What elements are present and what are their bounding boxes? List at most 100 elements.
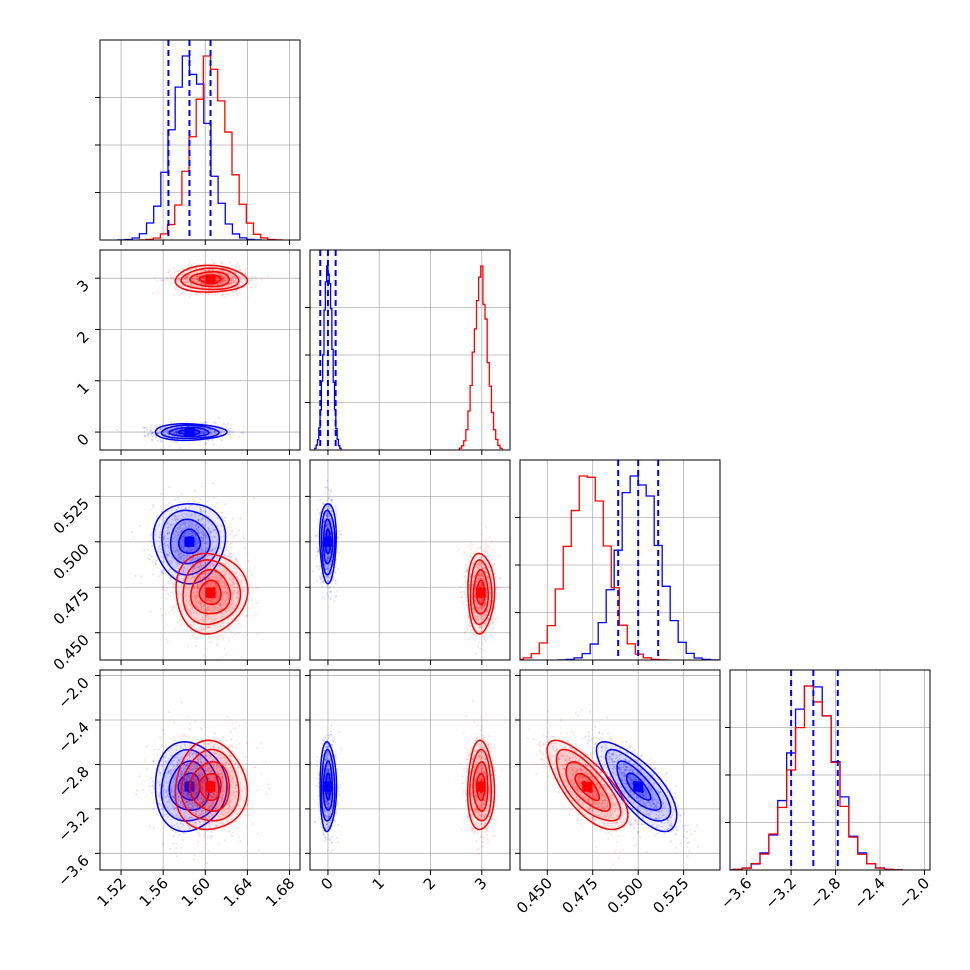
sample-point (203, 524, 206, 527)
sample-point (218, 605, 221, 608)
sample-point (176, 563, 179, 566)
sample-point (228, 605, 231, 608)
sample-point (321, 580, 324, 583)
sample-point (169, 277, 172, 280)
sample-point (163, 560, 166, 563)
sample-point (174, 533, 177, 536)
sample-point (169, 554, 172, 557)
sample-point (190, 530, 193, 533)
sample-point (205, 555, 208, 558)
sample-point (215, 583, 218, 586)
sample-point (220, 576, 223, 579)
sample-point (230, 275, 233, 278)
sample-point (188, 582, 191, 585)
sample-point (221, 282, 224, 285)
sample-point (195, 594, 198, 597)
sample-point (182, 267, 185, 270)
sample-point (194, 276, 197, 279)
sample-point (237, 577, 240, 580)
sample-point (207, 583, 210, 586)
sample-point (200, 602, 203, 605)
sample-point (327, 554, 330, 557)
sample-point (179, 558, 182, 561)
sample-point (207, 292, 210, 295)
sample-point (215, 592, 218, 595)
sample-point (220, 612, 223, 615)
sample-point (202, 432, 205, 435)
sample-point (163, 535, 166, 538)
sample-point (215, 283, 218, 286)
y-tick-label: 2 (73, 328, 92, 347)
sample-point (181, 559, 184, 562)
sample-point (204, 614, 207, 617)
sample-point (224, 516, 227, 519)
sample-point (247, 282, 250, 285)
sample-point (207, 577, 210, 580)
sample-point (231, 597, 234, 600)
sample-point (168, 531, 171, 534)
sample-point (196, 277, 199, 280)
sample-point (237, 622, 240, 625)
sample-point (204, 534, 207, 537)
sample-point (227, 596, 230, 599)
sample-point (326, 524, 329, 527)
sample-point (235, 294, 238, 297)
sample-point (151, 292, 154, 295)
sample-point (162, 431, 165, 434)
sample-point (230, 579, 233, 582)
sample-point (209, 284, 212, 287)
sample-point (196, 584, 199, 587)
sample-point (223, 615, 226, 618)
sample-point (179, 556, 182, 559)
sample-point (184, 531, 187, 534)
sample-point (229, 533, 232, 536)
sample-point (221, 278, 224, 281)
sample-point (230, 625, 233, 628)
sample-point (201, 517, 204, 520)
sample-point (225, 546, 228, 549)
sample-point (194, 596, 197, 599)
sample-point (206, 625, 209, 628)
sample-point (217, 283, 220, 286)
sample-point (172, 431, 175, 434)
sample-point (208, 572, 211, 575)
sample-point (166, 582, 169, 585)
sample-point (336, 590, 339, 593)
sample-point (180, 513, 183, 516)
sample-point (199, 603, 202, 606)
sample-point (327, 523, 330, 526)
sample-point (185, 281, 188, 284)
sample-point (218, 552, 221, 555)
sample-point (237, 591, 240, 594)
sample-point (210, 530, 213, 533)
sample-point (214, 578, 217, 581)
sample-point (200, 517, 203, 520)
sample-point (199, 568, 202, 571)
sample-point (231, 599, 234, 602)
sample-point (206, 519, 209, 522)
sample-point (212, 557, 215, 560)
sample-point (178, 553, 181, 556)
sample-point (188, 601, 191, 604)
sample-point (166, 544, 169, 547)
sample-point (207, 597, 210, 600)
sample-point (174, 546, 177, 549)
sample-point (183, 277, 186, 280)
sample-point (197, 518, 200, 521)
sample-point (154, 529, 157, 532)
sample-point (324, 507, 327, 510)
sample-point (228, 431, 231, 434)
sample-point (159, 551, 162, 554)
sample-point (328, 505, 331, 508)
sample-point (224, 595, 227, 598)
sample-point (173, 515, 176, 518)
sample-point (143, 430, 146, 433)
sample-point (190, 576, 193, 579)
sample-point (212, 421, 215, 424)
sample-point (200, 432, 203, 435)
sample-point (185, 281, 188, 284)
sample-point (194, 550, 197, 553)
sample-point (215, 593, 218, 596)
sample-point (116, 429, 119, 432)
sample-point (328, 557, 331, 560)
